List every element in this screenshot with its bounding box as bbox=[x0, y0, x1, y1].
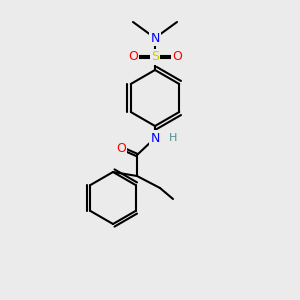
Text: O: O bbox=[172, 50, 182, 64]
Text: S: S bbox=[151, 50, 159, 64]
Text: N: N bbox=[150, 32, 160, 44]
Text: O: O bbox=[116, 142, 126, 154]
Text: O: O bbox=[128, 50, 138, 64]
Text: H: H bbox=[169, 133, 177, 143]
Text: N: N bbox=[150, 131, 160, 145]
